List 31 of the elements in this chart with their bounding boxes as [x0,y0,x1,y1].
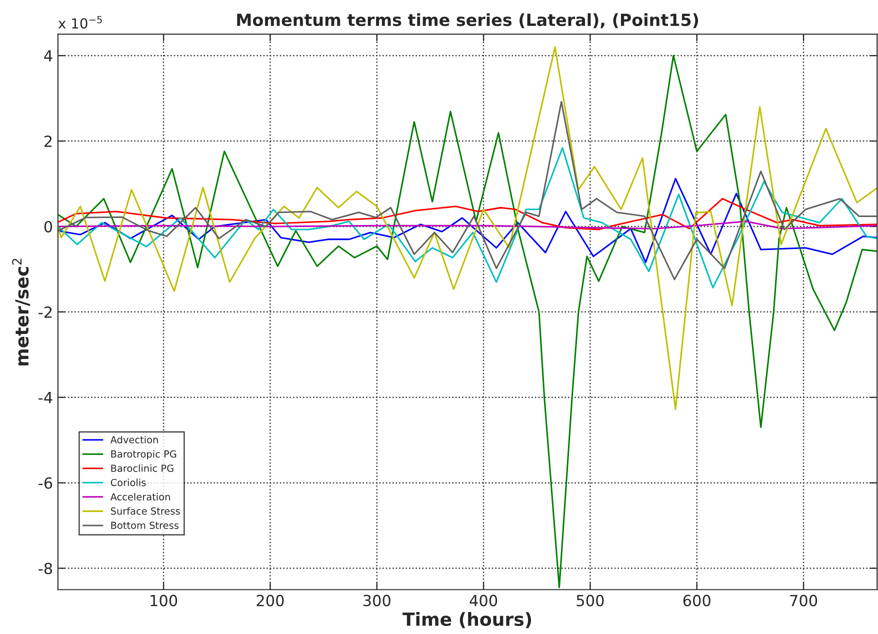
y-tick-label: -6 [38,477,52,489]
x-tick-label: 500 [576,594,604,606]
line-series [58,178,878,264]
y-tick-label: 4 [44,50,52,62]
x-axis-title: Time (hours) [402,612,532,628]
legend-label: Coriolis [110,478,146,486]
x-tick-label: 300 [363,594,390,606]
x-tick-label: 400 [470,594,498,606]
x-tick-label: 200 [256,594,284,606]
legend-label: Baroclinic PG [111,464,174,472]
legend-label: Surface Stress [110,507,180,515]
y-tick-label: -2 [38,306,52,318]
line-series [58,46,878,410]
x-tick-label: 700 [790,594,818,606]
legend-label: Bottom Stress [111,522,178,529]
text: x 10$^{−5}$ [58,16,102,29]
x-tick-label: 100 [150,594,178,606]
y-tick-label: 2 [44,136,52,147]
legend-label: Acceleration [110,492,170,500]
line-series [58,220,878,230]
y-axis-title: meter/sec$^{2}$ [12,258,30,366]
y-tick-label: -8 [38,562,52,574]
chart-title: Momentum terms time series (Lateral), (Point15) [237,13,698,28]
line-series [58,147,878,288]
x-tick-label: 600 [683,594,710,606]
y-tick-label: -4 [38,392,52,404]
legend-label: Barotropic PG [111,450,176,460]
line-series [58,198,878,230]
line-series [58,100,878,280]
legend-label: Advection [110,436,158,444]
y-tick-label: 0 [44,220,52,233]
